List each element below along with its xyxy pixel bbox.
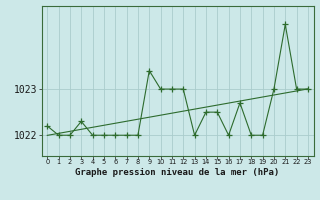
X-axis label: Graphe pression niveau de la mer (hPa): Graphe pression niveau de la mer (hPa) (76, 168, 280, 177)
